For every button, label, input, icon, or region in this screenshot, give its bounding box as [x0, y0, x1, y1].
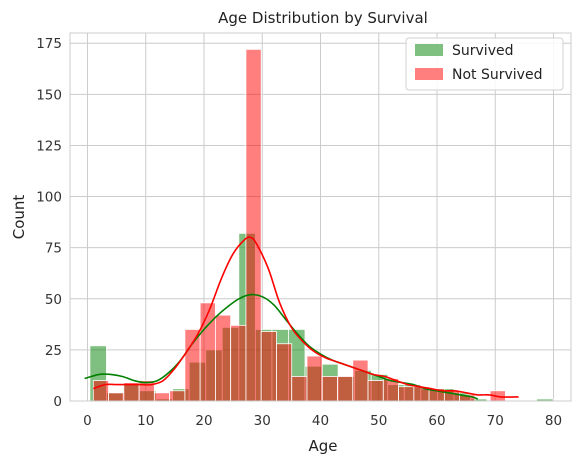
not-survived-bar	[352, 359, 369, 402]
not-survived-bar	[398, 386, 415, 402]
not-survived-kde-line	[93, 236, 519, 398]
not-survived-bar	[184, 329, 201, 402]
x-tick-label: 70	[487, 413, 504, 429]
y-tick-label: 150	[36, 87, 62, 103]
x-tick-label: 30	[254, 413, 271, 429]
not-survived-bar	[215, 314, 232, 402]
y-axis-label: Count	[10, 195, 28, 240]
not-survived-bar	[169, 390, 186, 402]
x-tick-label: 80	[545, 413, 562, 429]
not-survived-bar	[276, 343, 293, 402]
x-tick-label: 0	[83, 413, 92, 429]
legend: Survived Not Survived	[405, 37, 564, 91]
not-survived-bar	[260, 331, 277, 402]
not-survived-bar	[367, 380, 384, 402]
y-tick-label: 175	[36, 36, 62, 52]
y-tick-label: 0	[53, 394, 62, 410]
not-survived-bar	[291, 376, 308, 402]
y-tick-label: 100	[36, 190, 62, 206]
x-tick-label: 40	[312, 413, 329, 429]
x-tick-label: 20	[195, 413, 212, 429]
not-survived-bars	[92, 48, 506, 402]
legend-label-survived: Survived	[452, 43, 513, 59]
not-survived-bar	[153, 392, 171, 402]
legend-swatch-survived	[415, 44, 443, 56]
y-tick-label: 125	[36, 138, 62, 154]
legend-box	[405, 37, 564, 91]
not-survived-bar	[92, 380, 109, 402]
kde-curves	[84, 236, 519, 400]
y-tick-label: 25	[45, 343, 62, 359]
plot-border	[69, 32, 572, 402]
x-tick-labels: 0 10 20 30 40 50 60 70 80	[83, 413, 562, 429]
x-tick-label: 60	[428, 413, 445, 429]
x-tick-label: 50	[370, 413, 387, 429]
not-survived-bar	[230, 324, 247, 402]
not-survived-bar	[245, 48, 262, 402]
not-survived-bar	[306, 355, 323, 402]
not-survived-bar	[138, 380, 155, 402]
not-survived-bar	[337, 376, 354, 402]
x-tick-label: 10	[137, 413, 154, 429]
not-survived-bar	[199, 302, 216, 402]
not-survived-bar	[108, 392, 125, 402]
chart-title: Age Distribution by Survival	[218, 9, 428, 27]
not-survived-bar	[321, 376, 338, 402]
legend-swatch-not-survived	[415, 68, 443, 80]
y-tick-label: 50	[45, 292, 62, 308]
y-tick-labels: 0 25 50 75 100 125 150 175	[36, 36, 62, 410]
y-tick-label: 75	[45, 241, 62, 257]
legend-label-not-survived: Not Survived	[452, 67, 542, 83]
x-axis-label: Age	[308, 437, 337, 455]
